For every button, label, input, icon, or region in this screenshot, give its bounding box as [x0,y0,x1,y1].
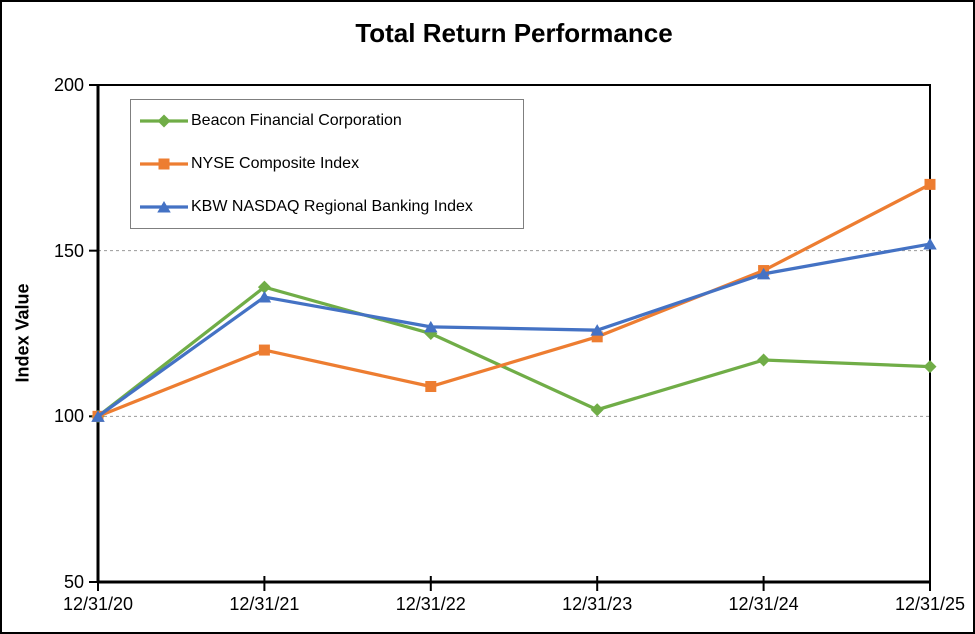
legend-item-nyse: NYSE Composite Index [140,143,523,186]
data-point-kbw [91,410,105,422]
data-point-beacon [590,403,604,417]
chart-title: Total Return Performance [355,18,673,48]
y-tick-label: 50 [63,572,84,592]
legend: Beacon Financial Corporation NYSE Compos… [130,99,524,229]
x-tick-label: 12/31/22 [395,594,466,614]
data-point-nyse [591,331,603,343]
legend-item-beacon: Beacon Financial Corporation [140,100,523,143]
legend-label-nyse: NYSE Composite Index [191,155,360,172]
data-point-nyse [258,344,270,356]
legend-swatch-square-icon [140,158,188,170]
x-tick-label: 12/31/24 [728,594,799,614]
legend-item-kbw: KBW NASDAQ Regional Banking Index [140,185,523,228]
x-tick-label: 12/31/21 [229,594,300,614]
data-point-kbw [923,238,937,250]
legend-marker-triangle [157,200,171,213]
x-tick-label: 12/31/23 [562,594,633,614]
legend-marker-square [158,158,170,170]
data-point-beacon [257,280,271,294]
data-point-nyse [924,178,936,190]
x-tick-label: 12/31/25 [894,594,966,614]
legend-marker-diamond [157,114,171,128]
data-point-kbw [424,320,438,333]
data-point-beacon [923,360,937,374]
legend-label-kbw: KBW NASDAQ Regional Banking Index [191,197,473,215]
legend-swatch-diamond-icon [140,114,188,128]
legend-label-beacon: Beacon Financial Corporation [191,112,402,130]
y-tick-label: 150 [53,240,84,261]
x-tick-label: 12/31/20 [62,594,134,614]
data-point-beacon [757,353,771,367]
series-line-nyse [97,182,931,418]
series-line-kbw [97,242,931,418]
y-tick-label: 200 [53,75,84,95]
legend-swatch-triangle-icon [140,200,188,213]
data-point-kbw [756,267,771,280]
data-point-kbw [590,324,604,336]
data-point-nyse [425,381,437,393]
series-line-beacon [97,285,931,418]
data-point-kbw [257,291,272,303]
y-tick-label: 100 [53,406,84,427]
